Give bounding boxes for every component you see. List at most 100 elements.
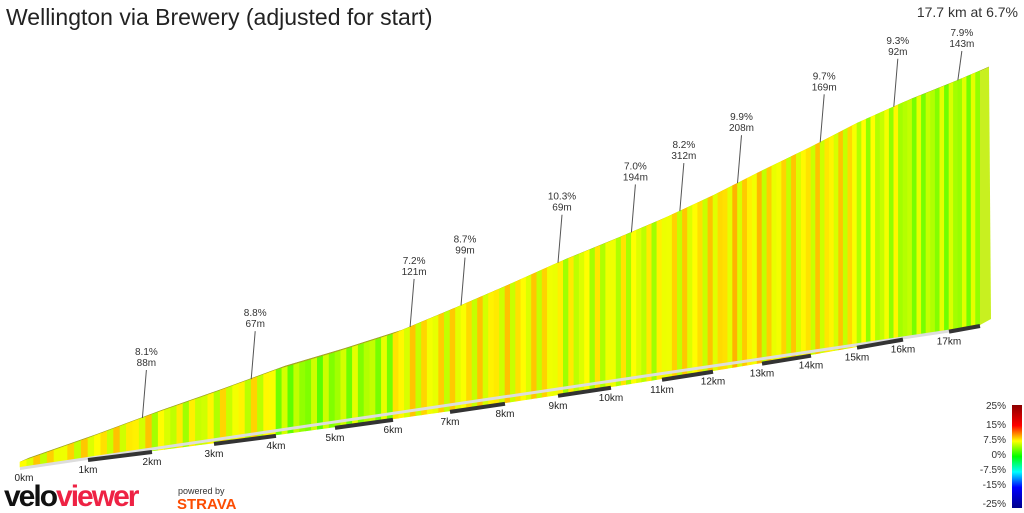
profile-segment — [651, 221, 658, 381]
profile-segment — [717, 190, 724, 371]
annotation-length: 194m — [623, 172, 648, 183]
profile-segment — [87, 435, 95, 460]
profile-segment — [833, 132, 839, 352]
profile-segment — [363, 341, 371, 424]
annotation-gradient: 9.9% — [730, 112, 753, 123]
profile-segment — [865, 116, 872, 346]
profile-segment — [925, 91, 931, 335]
profile-segment — [875, 112, 881, 344]
legend-label: 7.5% — [983, 435, 1006, 446]
profile-segment — [482, 293, 489, 407]
profile-segment — [541, 267, 548, 398]
annotation-gradient: 7.2% — [403, 256, 426, 267]
annotation-gradient: 9.3% — [886, 36, 909, 47]
profile-segment — [573, 253, 580, 393]
profile-segment — [893, 104, 899, 341]
annotation-gradient: 7.0% — [624, 161, 647, 172]
profile-segment — [488, 290, 495, 406]
km-bar — [856, 337, 904, 350]
km-bar — [87, 449, 153, 462]
profile-segment — [398, 328, 405, 419]
profile-segment — [676, 209, 683, 377]
annotation-length: 92m — [888, 47, 907, 58]
profile-segment — [46, 449, 55, 465]
km-bar — [334, 417, 394, 430]
profile-segment — [100, 430, 108, 458]
profile-segment — [646, 223, 653, 382]
profile-segment — [182, 401, 190, 448]
profile-segment — [352, 344, 359, 425]
profile-segment — [842, 127, 849, 350]
profile-segment — [426, 316, 434, 415]
profile-segment — [786, 156, 792, 360]
profile-segment — [392, 331, 400, 420]
x-tick-label: 5km — [326, 433, 345, 444]
profile-segment — [334, 350, 342, 428]
annotation-gradient: 8.8% — [244, 308, 267, 319]
profile-segment — [119, 423, 127, 456]
profile-segment — [656, 218, 663, 380]
profile-segment — [961, 76, 968, 329]
profile-segment — [531, 271, 538, 400]
profile-segment — [879, 110, 885, 344]
profile-segment — [113, 425, 121, 457]
profile-segment — [930, 89, 936, 335]
profile-segment — [415, 321, 422, 417]
profile-segment — [257, 374, 264, 438]
annotation-line — [409, 278, 415, 327]
km-bar — [449, 401, 506, 414]
profile-segment — [176, 403, 184, 449]
profile-segment — [666, 214, 673, 379]
profile-segment — [504, 283, 511, 404]
annotation-length: 121m — [402, 267, 427, 278]
annotation-line — [460, 257, 466, 306]
legend-label: 25% — [986, 401, 1006, 412]
profile-segment — [584, 249, 591, 392]
annotation-length: 99m — [455, 246, 474, 257]
profile-segment — [641, 225, 648, 383]
veloviewer-logo: veloviewer — [4, 482, 139, 512]
profile-segment — [687, 204, 693, 376]
profile-segment — [852, 122, 858, 348]
annotation-length: 67m — [245, 319, 264, 330]
powered-by-label: powered by — [178, 486, 225, 496]
profile-segment — [810, 144, 816, 356]
profile-segment — [275, 367, 283, 436]
logo-part-viewer: viewer — [56, 480, 139, 513]
profile-segment — [40, 452, 48, 465]
profile-segment — [386, 333, 394, 421]
profile-segment — [800, 148, 807, 357]
profile-segment — [509, 281, 516, 403]
profile-segment — [907, 98, 913, 339]
profile-segment — [19, 459, 28, 468]
profile-segment — [661, 216, 668, 380]
profile-segment — [443, 309, 451, 412]
profile-segment — [449, 307, 456, 412]
profile-segment — [702, 197, 709, 373]
x-tick-label: 3km — [205, 449, 224, 460]
profile-segment — [712, 192, 719, 372]
profile-segment — [847, 125, 853, 349]
annotation-line — [737, 135, 742, 184]
profile-segment — [805, 146, 812, 356]
profile-segment — [944, 83, 950, 332]
x-tick-label: 2km — [143, 457, 162, 468]
profile-segment — [238, 380, 246, 441]
profile-segment — [466, 300, 473, 409]
profile-segment — [781, 158, 787, 360]
annotation-line — [557, 214, 563, 263]
profile-segment — [600, 242, 607, 389]
profile-segment — [201, 394, 209, 445]
climb-summary: 17.7 km at 6.7% — [916, 4, 1018, 20]
strava-logo: STRAVA — [177, 496, 237, 513]
profile-segment — [207, 392, 215, 445]
x-tick-label: 6km — [384, 425, 403, 436]
profile-segment — [80, 437, 89, 461]
legend-label: -25% — [983, 499, 1006, 510]
legend-label: 0% — [992, 450, 1007, 461]
profile-segment — [939, 85, 945, 333]
x-tick-label: 0km — [15, 473, 34, 484]
logo-part-velo: velo — [4, 480, 58, 513]
profile-segment — [493, 288, 500, 405]
annotation-gradient: 8.2% — [672, 140, 695, 151]
